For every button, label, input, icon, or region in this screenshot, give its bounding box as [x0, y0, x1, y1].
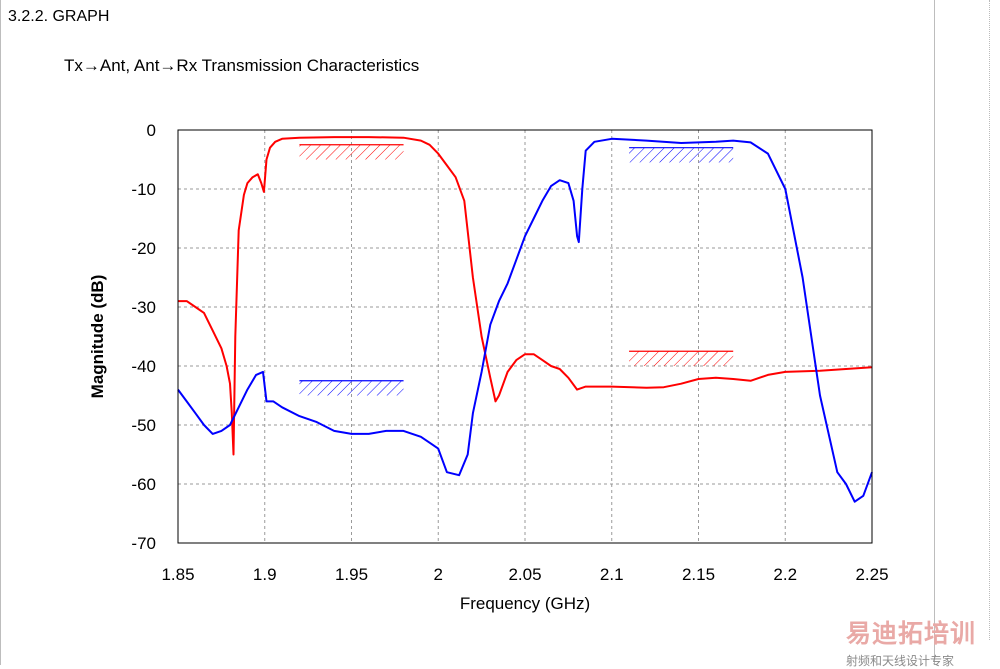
series-line-blue: [177, 137, 873, 503]
chart-heading: Tx→Ant, Ant→Rx Transmission Characterist…: [64, 56, 420, 75]
x-tick-label: 2.15: [682, 565, 715, 584]
y-tick-label: -20: [131, 239, 156, 258]
grid: [177, 129, 873, 544]
spec-mask-hatch: [629, 147, 734, 163]
x-tick-label: 2.2: [773, 565, 797, 584]
x-axis-label: Frequency (GHz): [460, 594, 590, 613]
tick-labels: 1.85 1.9 1.95 2 2.05 2.1 2.15 2.2 2.25 0 -10 -20 -30…: [131, 121, 888, 584]
y-tick-label: -40: [131, 357, 156, 376]
watermark-title: 易迪拓培训: [846, 619, 977, 648]
y-tick-label: -30: [131, 298, 156, 317]
spec-mask-hatch: [299, 380, 404, 396]
y-axis-label: Magnitude (dB): [88, 275, 107, 399]
section-title: 3.2.2. GRAPH: [8, 8, 110, 25]
document-frame: [0, 0, 935, 665]
x-tick-label: 1.85: [161, 565, 194, 584]
page-edge-dotted-line: [989, 0, 991, 640]
series-lines: [177, 136, 873, 503]
x-tick-label: 2: [434, 565, 443, 584]
watermark-subtitle: 射频和天线设计专家: [846, 654, 955, 668]
y-tick-label: -50: [131, 416, 156, 435]
y-tick-label: -70: [131, 534, 156, 553]
x-tick-label: 1.95: [335, 565, 368, 584]
y-tick-label: -60: [131, 475, 156, 494]
x-tick-label: 1.9: [253, 565, 277, 584]
spec-mask-hatch: [299, 144, 404, 160]
watermark: 易迪拓培训 射频和天线设计专家: [846, 614, 1000, 669]
x-tick-label: 2.05: [508, 565, 541, 584]
plot-area-frame: [177, 129, 873, 544]
series-line-red: [178, 136, 873, 456]
y-tick-label: -10: [131, 180, 156, 199]
x-tick-label: 2.1: [600, 565, 624, 584]
spec-masks: [299, 144, 734, 396]
y-tick-label: 0: [147, 121, 156, 140]
x-tick-label: 2.25: [855, 565, 888, 584]
spec-mask-hatch: [629, 351, 734, 366]
